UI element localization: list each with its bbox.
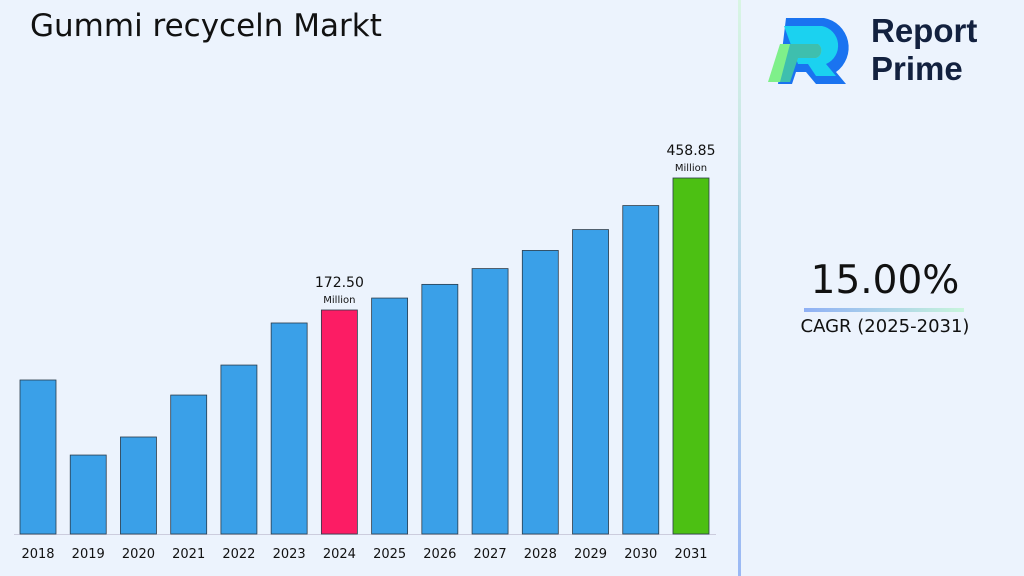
bar-2031 [672, 177, 710, 535]
x-tick-2024: 2024 [323, 547, 356, 562]
bar-2018 [19, 379, 57, 535]
bar-2024 [320, 309, 358, 535]
report-prime-logo-icon [768, 18, 849, 84]
bar-2022 [220, 364, 258, 535]
x-tick-2018: 2018 [21, 547, 54, 562]
cagr-value: 15.00% [810, 258, 960, 303]
data-unit-2031: Million [675, 163, 707, 174]
bar-2028 [521, 250, 559, 535]
chart-title: Gummi recyceln Markt [30, 8, 382, 44]
bar-2019 [69, 454, 107, 535]
bar-2025 [371, 297, 409, 535]
cagr-underline [804, 308, 964, 312]
data-label-2031: 458.85 [666, 143, 715, 159]
x-tick-2023: 2023 [273, 547, 306, 562]
bar-2029 [572, 229, 609, 535]
x-tick-2030: 2030 [624, 547, 657, 562]
data-label-2024: 172.50 [315, 275, 364, 291]
bar-2030 [622, 205, 660, 535]
logo-text-report: Report [871, 12, 978, 49]
x-tick-2019: 2019 [72, 547, 105, 562]
x-tick-2031: 2031 [674, 547, 707, 562]
x-tick-2029: 2029 [574, 547, 607, 562]
x-tick-2028: 2028 [524, 547, 557, 562]
bar-chart: 2018 2019 2020 2021 2022 2023 2024 172.50 Millio… [14, 143, 716, 562]
x-tick-2022: 2022 [222, 547, 255, 562]
x-tick-2025: 2025 [373, 547, 406, 562]
x-tick-2027: 2027 [474, 547, 507, 562]
logo-text-prime: Prime [871, 50, 963, 87]
bar-2026 [421, 283, 459, 535]
divider [738, 0, 741, 576]
x-tick-2020: 2020 [122, 547, 155, 562]
bar-2023 [270, 322, 308, 535]
bar-2020 [120, 436, 157, 535]
data-unit-2024: Million [323, 295, 355, 306]
cagr-label: CAGR (2025-2031) [800, 316, 970, 337]
bar-2021 [170, 394, 208, 535]
x-tick-2021: 2021 [172, 547, 205, 562]
bar-2027 [471, 268, 509, 535]
x-tick-2026: 2026 [423, 547, 456, 562]
